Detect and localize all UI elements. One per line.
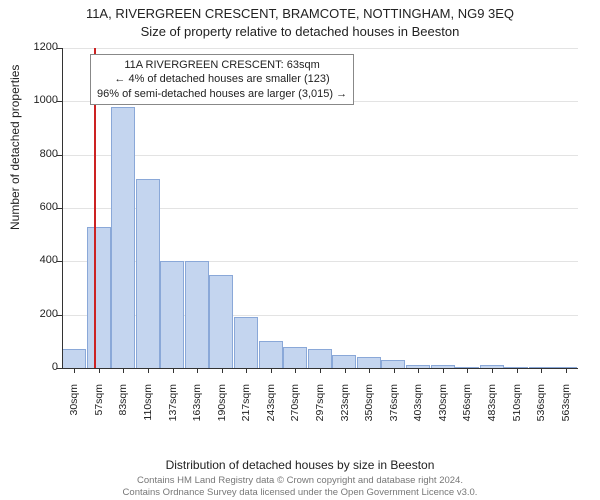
x-tick-label: 163sqm <box>191 384 203 434</box>
x-tick-label: 483sqm <box>486 384 498 434</box>
x-tick-label: 323sqm <box>339 384 351 434</box>
x-tick-label: 297sqm <box>314 384 326 434</box>
x-tick-mark <box>271 368 272 373</box>
x-tick-mark <box>566 368 567 373</box>
x-tick-label: 190sqm <box>216 384 228 434</box>
chart-subtitle: Size of property relative to detached ho… <box>0 24 600 39</box>
x-tick-label: 403sqm <box>412 384 424 434</box>
histogram-bar <box>308 349 332 368</box>
x-tick-label: 510sqm <box>511 384 523 434</box>
footer-line1: Contains HM Land Registry data © Crown c… <box>137 475 463 486</box>
y-tick-label: 800 <box>18 148 58 160</box>
x-tick-mark <box>467 368 468 373</box>
histogram-bar <box>283 347 307 368</box>
chart-container: 11A, RIVERGREEN CRESCENT, BRAMCOTE, NOTT… <box>0 0 600 500</box>
x-tick-mark <box>320 368 321 373</box>
histogram-bar <box>381 360 405 368</box>
x-tick-mark <box>148 368 149 373</box>
gridline <box>62 48 578 49</box>
x-tick-mark <box>222 368 223 373</box>
y-tick-label: 1000 <box>18 94 58 106</box>
x-tick-mark <box>295 368 296 373</box>
x-tick-label: 110sqm <box>142 384 154 434</box>
x-tick-mark <box>443 368 444 373</box>
x-tick-label: 30sqm <box>68 384 80 434</box>
x-tick-label: 430sqm <box>437 384 449 434</box>
x-tick-mark <box>369 368 370 373</box>
histogram-bar <box>185 261 209 368</box>
x-tick-mark <box>517 368 518 373</box>
x-tick-label: 563sqm <box>560 384 572 434</box>
footer-attribution: Contains HM Land Registry data © Crown c… <box>0 475 600 498</box>
histogram-bar <box>87 227 111 368</box>
x-tick-mark <box>394 368 395 373</box>
x-tick-mark <box>345 368 346 373</box>
x-tick-mark <box>418 368 419 373</box>
x-tick-label: 243sqm <box>265 384 277 434</box>
x-tick-label: 57sqm <box>93 384 105 434</box>
y-axis-line <box>62 48 63 368</box>
x-tick-mark <box>123 368 124 373</box>
annotation-line1: 11A RIVERGREEN CRESCENT: 63sqm <box>97 58 347 72</box>
y-tick-label: 1200 <box>18 41 58 53</box>
y-tick-label: 200 <box>18 308 58 320</box>
x-tick-label: 536sqm <box>535 384 547 434</box>
address-title: 11A, RIVERGREEN CRESCENT, BRAMCOTE, NOTT… <box>0 6 600 21</box>
annotation-line2: ← 4% of detached houses are smaller (123… <box>97 72 347 86</box>
y-tick-label: 0 <box>18 361 58 373</box>
x-tick-mark <box>541 368 542 373</box>
x-tick-label: 350sqm <box>363 384 375 434</box>
x-tick-label: 376sqm <box>388 384 400 434</box>
histogram-bar <box>209 275 233 368</box>
x-axis-label: Distribution of detached houses by size … <box>0 458 600 472</box>
histogram-bar <box>62 349 86 368</box>
x-tick-mark <box>246 368 247 373</box>
plot-area: 02004006008001000120030sqm57sqm83sqm110s… <box>62 48 578 418</box>
histogram-bar <box>136 179 160 368</box>
x-tick-mark <box>74 368 75 373</box>
annotation-line3: 96% of semi-detached houses are larger (… <box>97 87 347 101</box>
y-tick-label: 600 <box>18 201 58 213</box>
histogram-bar <box>160 261 184 368</box>
footer-line2: Contains Ordnance Survey data licensed u… <box>123 487 478 498</box>
x-tick-label: 137sqm <box>167 384 179 434</box>
x-tick-mark <box>197 368 198 373</box>
x-tick-mark <box>173 368 174 373</box>
x-tick-label: 270sqm <box>289 384 301 434</box>
x-tick-label: 217sqm <box>240 384 252 434</box>
gridline <box>62 155 578 156</box>
x-tick-label: 456sqm <box>461 384 473 434</box>
histogram-bar <box>259 341 283 368</box>
histogram-bar <box>234 317 258 368</box>
histogram-bar <box>357 357 381 368</box>
histogram-bar <box>332 355 356 368</box>
x-tick-mark <box>99 368 100 373</box>
histogram-bar <box>111 107 135 368</box>
annotation-box: 11A RIVERGREEN CRESCENT: 63sqm← 4% of de… <box>90 54 354 105</box>
plot-inner: 02004006008001000120030sqm57sqm83sqm110s… <box>62 48 578 418</box>
x-tick-label: 83sqm <box>117 384 129 434</box>
y-tick-label: 400 <box>18 254 58 266</box>
x-tick-mark <box>492 368 493 373</box>
